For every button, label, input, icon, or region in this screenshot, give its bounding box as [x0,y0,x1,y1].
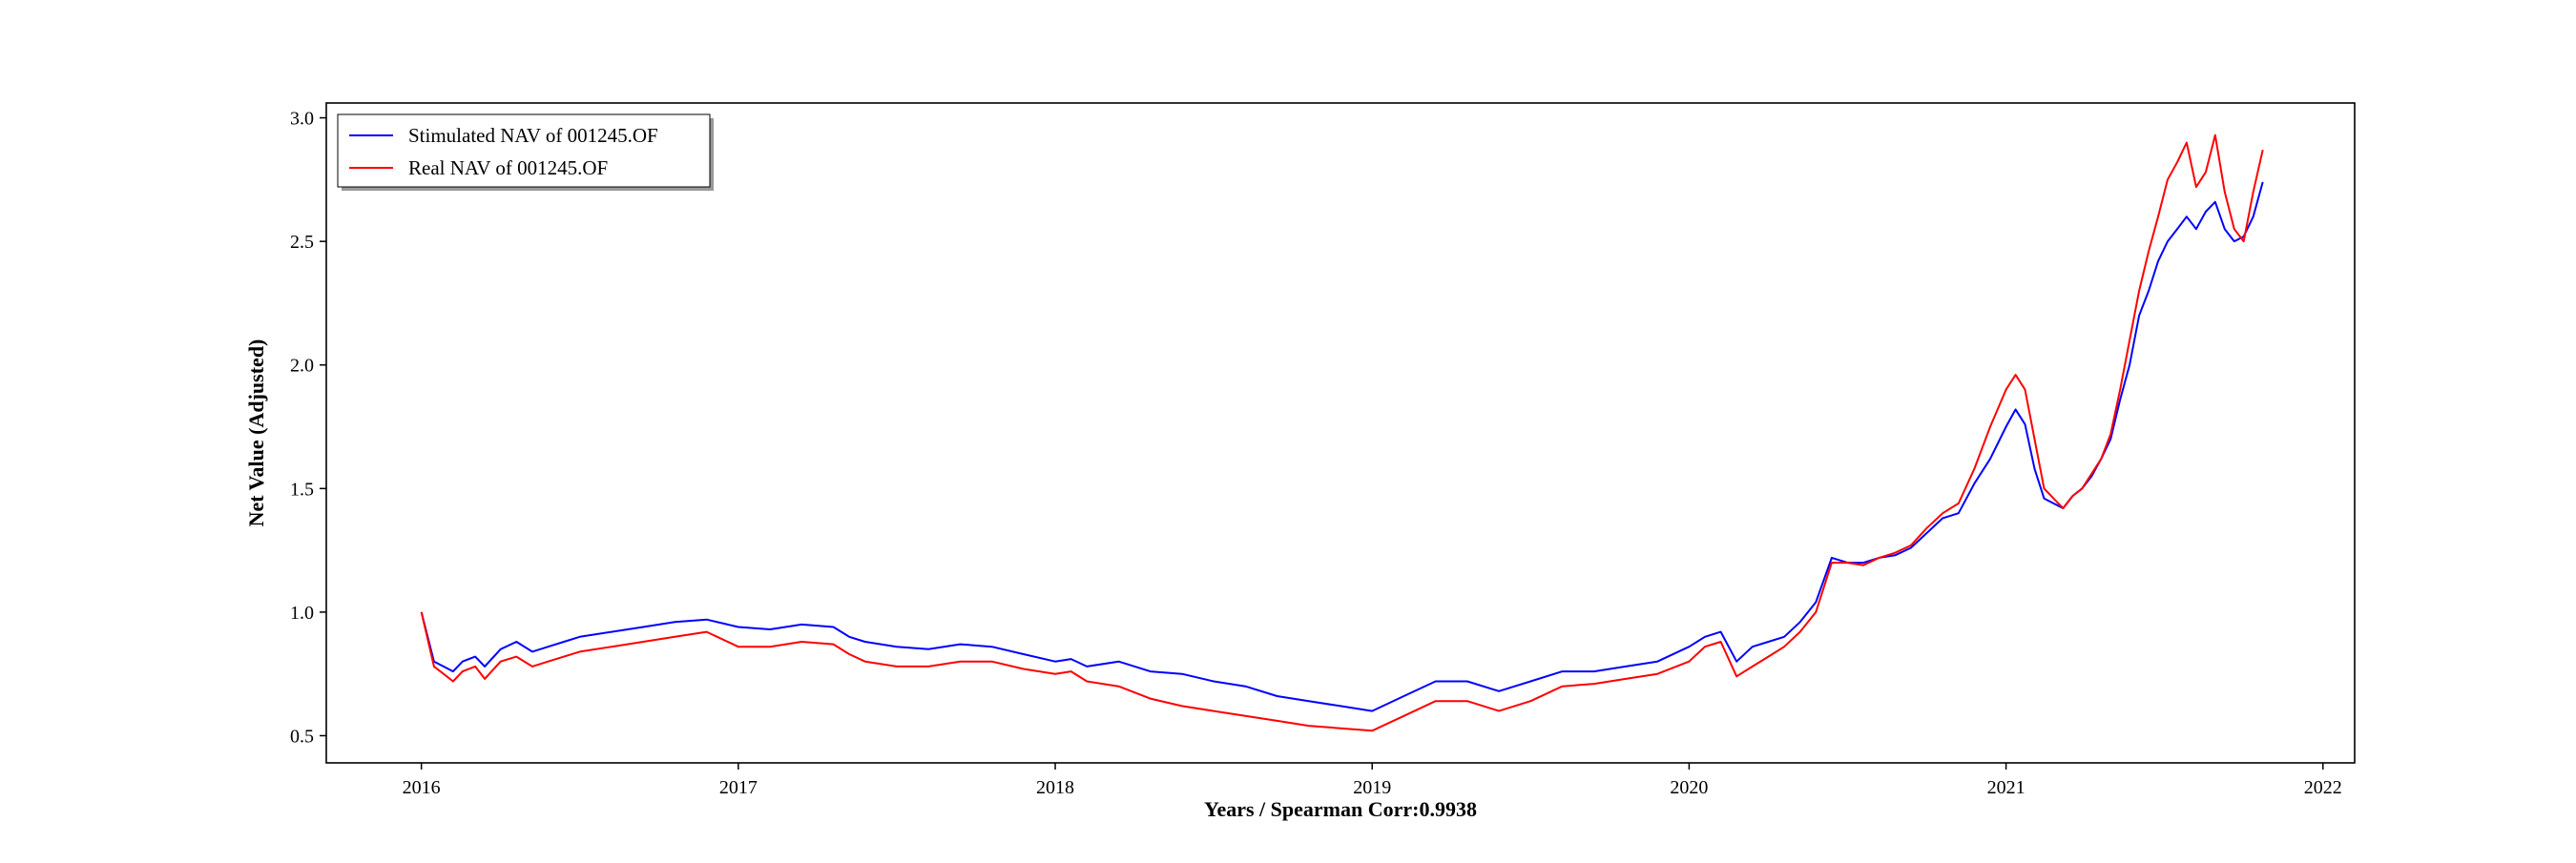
x-tick-label: 2022 [2304,777,2342,798]
x-axis-ticks: 2016 2017 2018 2019 2020 2021 2022 [403,763,2342,798]
y-tick-label: 1.0 [290,603,314,624]
y-axis-ticks: 0.5 1.0 1.5 2.0 2.5 3.0 [290,109,326,747]
y-tick-label: 3.0 [290,109,314,130]
x-tick-label: 2021 [1987,777,2025,798]
series-line-stimulated [420,181,2264,712]
y-tick-label: 0.5 [290,726,314,747]
y-tick-label: 1.5 [290,479,314,500]
legend: Stimulated NAV of 001245.OF Real NAV of … [337,113,714,191]
y-tick-label: 2.5 [290,232,314,253]
legend-label-real: Real NAV of 001245.OF [408,156,608,179]
x-tick-label: 2017 [719,777,758,798]
legend-box [337,113,711,188]
x-tick-label: 2018 [1036,777,1074,798]
x-tick-label: 2019 [1353,777,1391,798]
x-tick-label: 2020 [1670,777,1708,798]
y-tick-label: 2.0 [290,356,314,377]
legend-label-stimulated: Stimulated NAV of 001245.OF [408,124,658,147]
x-axis-label: Years / Spearman Corr:0.9938 [1204,797,1477,821]
series-line-real [420,134,2264,732]
series-layer [420,134,2264,732]
x-tick-label: 2016 [403,777,441,798]
plot-area-frame [325,102,2356,764]
y-axis-label: Net Value (Adjusted) [244,339,268,527]
